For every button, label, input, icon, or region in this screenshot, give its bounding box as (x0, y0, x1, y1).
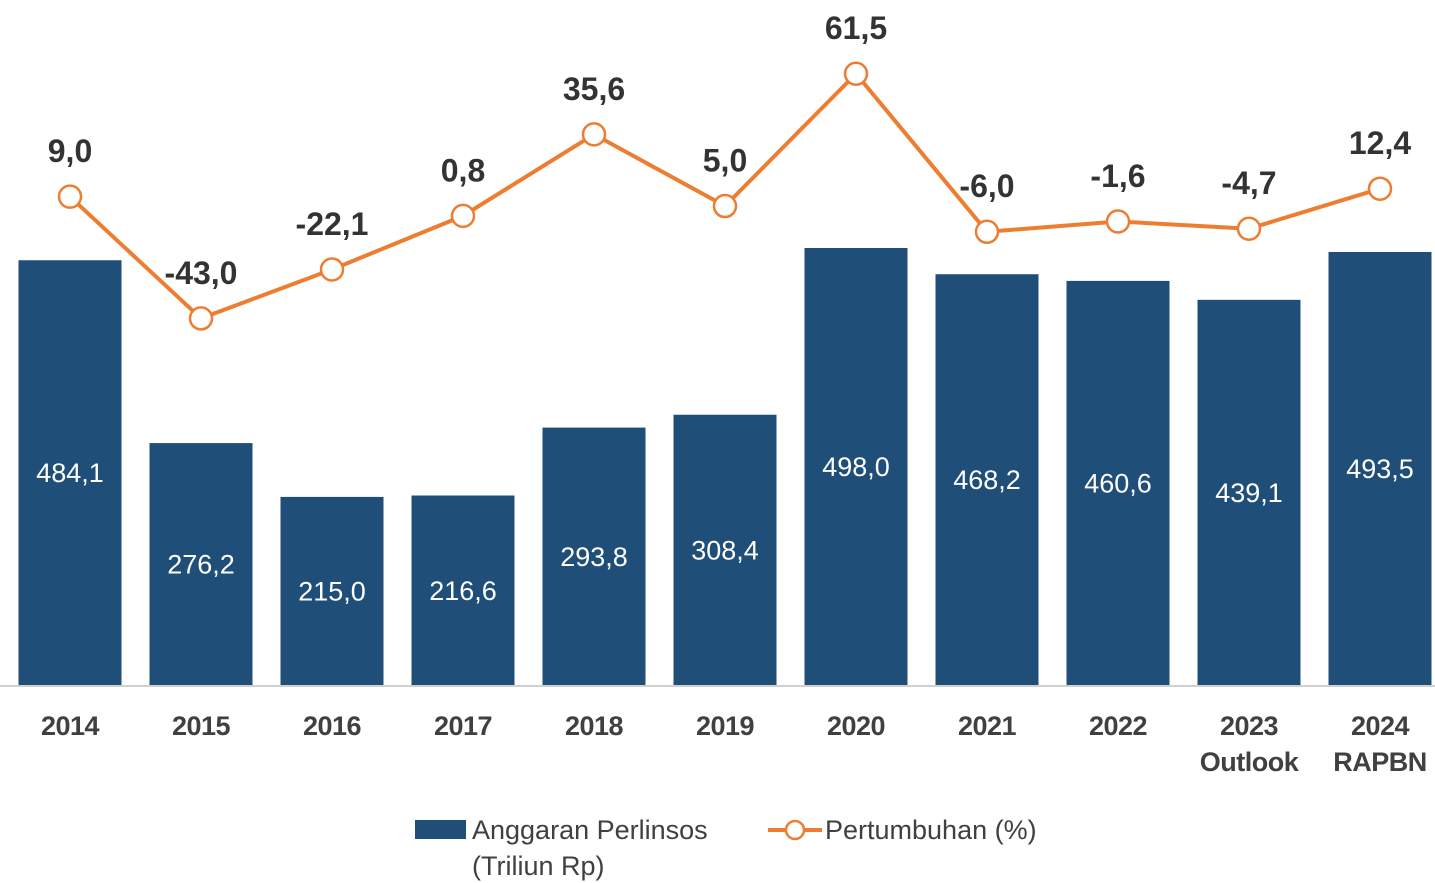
growth-point (843, 61, 869, 87)
bar-value-label: 215,0 (298, 577, 366, 607)
bar-value-label: 498,0 (822, 452, 890, 482)
x-tick-label: 2014 (40, 711, 100, 741)
growth-value-label: -22,1 (296, 206, 369, 242)
x-tick-label: 2021 (957, 711, 1017, 741)
bar (935, 274, 1039, 686)
growth-point (1236, 216, 1262, 241)
growth-value-label: 12,4 (1349, 125, 1411, 161)
growth-point (974, 219, 1000, 245)
growth-point (57, 184, 83, 209)
growth-value-label: 9,0 (48, 133, 92, 169)
legend-label: Anggaran Perlinsos (Triliun Rp) (472, 815, 708, 881)
legend-swatch (768, 819, 822, 841)
bar-value-label: 439,1 (1215, 478, 1283, 508)
growth-point (712, 193, 738, 219)
bar (1197, 299, 1301, 686)
bar-value-label: 216,6 (429, 576, 497, 606)
bar-value-label: 293,8 (560, 542, 628, 572)
growth-value-label: 61,5 (825, 10, 887, 46)
bar (1328, 251, 1432, 686)
bar (280, 496, 384, 686)
x-tick-label: 2016 (302, 711, 362, 741)
x-tick-label: 2019 (695, 711, 755, 741)
legend-swatch (415, 820, 466, 839)
growth-value-label: -43,0 (165, 255, 238, 291)
bar (18, 260, 122, 686)
legend-label: Pertumbuhan (%) (825, 815, 1037, 845)
x-tick-label: 2015 (171, 711, 231, 741)
x-tick-label: 2020 (826, 711, 886, 741)
bar (804, 248, 908, 686)
bar (411, 495, 515, 686)
bar (542, 427, 646, 686)
legend-marker (784, 819, 806, 841)
growth-value-label: -1,6 (1090, 158, 1145, 194)
bar-value-label: 468,2 (953, 465, 1021, 495)
growth-point (450, 203, 476, 229)
growth-value-label: -4,7 (1221, 165, 1276, 201)
growth-point (319, 257, 345, 282)
bar (149, 443, 253, 686)
bar-value-label: 276,2 (167, 550, 235, 580)
bar (1066, 280, 1170, 686)
growth-value-label: 35,6 (563, 71, 625, 107)
growth-value-label: -6,0 (959, 168, 1014, 204)
bar-value-label: 493,5 (1346, 454, 1414, 484)
growth-point (1105, 209, 1131, 234)
bar-value-label: 484,1 (36, 458, 104, 488)
growth-point (188, 306, 214, 331)
growth-value-label: 0,8 (441, 152, 485, 188)
x-tick-label: 2018 (564, 711, 624, 741)
growth-point (1367, 176, 1393, 201)
bar (673, 414, 777, 686)
x-tick-label: 2024 RAPBN (1333, 711, 1427, 777)
x-tick-label: 2023 Outlook (1199, 711, 1299, 777)
x-tick-label: 2022 (1088, 711, 1148, 741)
growth-value-label: 5,0 (703, 142, 747, 178)
bar-value-label: 460,6 (1084, 469, 1152, 499)
growth-point (581, 122, 607, 147)
x-tick-label: 2017 (433, 711, 493, 741)
bar-value-label: 308,4 (691, 536, 759, 566)
